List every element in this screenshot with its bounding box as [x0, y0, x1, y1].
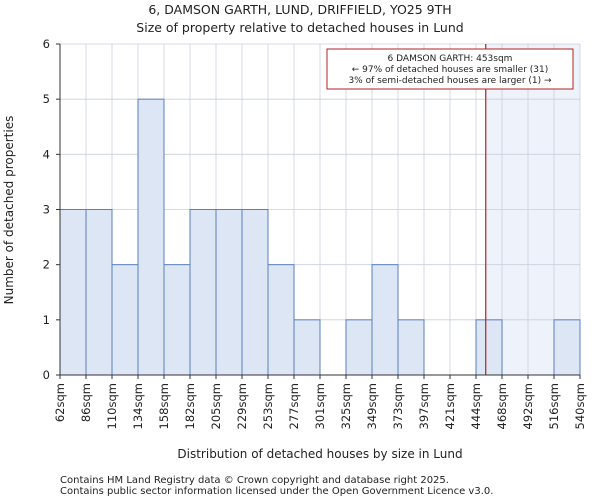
x-tick-label: 301sqm: [313, 383, 327, 429]
x-tick-label: 229sqm: [235, 383, 249, 429]
annotation-box: [326, 48, 574, 90]
x-tick-label: 325sqm: [339, 383, 353, 429]
y-tick-label: 0: [43, 368, 50, 382]
annotation-line-2: ← 97% of detached houses are smaller (31…: [352, 65, 549, 75]
y-tick-label: 1: [43, 313, 50, 327]
histogram-bar: [215, 209, 243, 376]
histogram-bar: [137, 98, 165, 376]
x-tick-label: 182sqm: [183, 383, 197, 429]
y-tick-label: 4: [43, 147, 50, 161]
x-tick-label: 277sqm: [287, 383, 301, 429]
y-tick-label: 6: [43, 37, 50, 51]
x-axis-label: Distribution of detached houses by size …: [177, 447, 462, 461]
x-tick-label: 397sqm: [417, 383, 431, 429]
histogram-bar: [241, 209, 269, 376]
annotation-line-3: 3% of semi-detached houses are larger (1…: [348, 76, 552, 86]
chart-subtitle: Size of property relative to detached ho…: [136, 20, 463, 35]
histogram-bar: [163, 264, 191, 376]
x-tick-label: 62sqm: [53, 383, 67, 422]
histogram-bar: [59, 209, 87, 376]
histogram-bar: [345, 319, 373, 376]
histogram-bar: [293, 319, 321, 376]
annotation-line-1: 6 DAMSON GARTH: 453sqm: [388, 54, 513, 64]
histogram-bar: [267, 264, 295, 376]
x-tick-label: 253sqm: [261, 383, 275, 429]
histogram-bar: [475, 319, 503, 376]
y-tick-label: 2: [43, 258, 50, 272]
x-tick-label: 373sqm: [391, 383, 405, 429]
footer-line-1: Contains HM Land Registry data © Crown c…: [60, 475, 449, 486]
x-tick-label: 86sqm: [79, 383, 93, 422]
histogram-bar: [397, 319, 425, 376]
y-axis-label: Number of detached properties: [2, 116, 16, 305]
histogram-bar: [189, 209, 217, 376]
y-tick-label: 3: [43, 203, 50, 217]
x-tick-label: 492sqm: [521, 383, 535, 429]
x-tick-label: 444sqm: [469, 383, 483, 429]
x-tick-label: 516sqm: [547, 383, 561, 429]
footer-line-2: Contains public sector information licen…: [60, 486, 493, 497]
y-tick-label: 5: [43, 92, 50, 106]
x-tick-label: 421sqm: [443, 383, 457, 429]
x-tick-label: 349sqm: [365, 383, 379, 429]
x-tick-label: 205sqm: [209, 383, 223, 429]
chart-title: 6, DAMSON GARTH, LUND, DRIFFIELD, YO25 9…: [148, 2, 451, 17]
histogram-bar: [111, 264, 139, 376]
histogram-bar: [553, 319, 581, 376]
x-tick-label: 468sqm: [495, 383, 509, 429]
histogram-bar: [85, 209, 113, 376]
x-tick-label: 158sqm: [157, 383, 171, 429]
x-tick-label: 134sqm: [131, 383, 145, 429]
histogram-bar: [371, 264, 399, 376]
marker-annotation: 6 DAMSON GARTH: 453sqm ← 97% of detached…: [326, 48, 574, 90]
x-tick-label: 110sqm: [105, 383, 119, 429]
x-tick-label: 540sqm: [573, 383, 587, 429]
